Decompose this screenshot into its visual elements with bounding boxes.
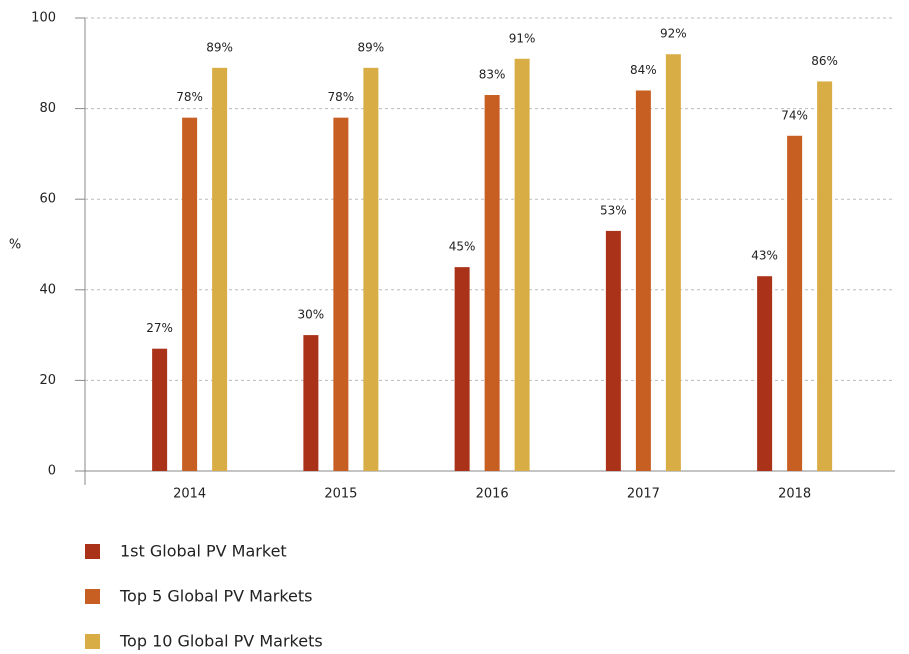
legend-label: 1st Global PV Market [120,542,287,561]
bar [665,54,681,472]
data-label: 84% [630,63,657,77]
bar [484,95,500,471]
data-label: 30% [298,308,325,322]
data-label: 83% [479,68,506,82]
x-tick-label: 2017 [627,487,660,502]
y-tick-label: 60 [39,192,56,207]
y-tick-label: 100 [31,11,56,26]
legend-swatch [85,634,100,649]
x-tick-label: 2014 [173,487,206,502]
bar [363,67,379,471]
bar [787,135,803,471]
data-label: 43% [751,249,778,263]
data-label: 89% [358,40,385,54]
x-tick-label: 2018 [778,487,811,502]
y-axis-label: % [9,238,21,253]
bar [817,81,833,472]
y-tick-label: 80 [39,101,56,116]
data-label: 91% [509,31,536,45]
data-label: 53% [600,203,627,217]
x-tick-label: 2016 [476,487,509,502]
x-tick-label: 2015 [324,487,357,502]
data-label: 86% [811,54,838,68]
bar [303,335,319,471]
data-label: 78% [328,90,355,104]
legend-swatch [85,589,100,604]
data-label: 92% [660,27,687,41]
data-label: 27% [146,321,173,335]
bar [333,117,349,471]
y-tick-label: 40 [39,282,56,297]
bar [605,230,621,471]
bar [152,348,168,471]
bar [635,90,651,471]
bar [757,276,773,471]
bar [212,67,228,471]
legend-label: Top 10 Global PV Markets [119,632,323,651]
data-label: 89% [206,40,233,54]
data-label: 74% [781,108,808,122]
data-label: 78% [176,90,203,104]
legend-label: Top 5 Global PV Markets [119,587,313,606]
data-label: 45% [449,240,476,254]
bar [514,58,530,472]
bar [182,117,198,471]
y-tick-label: 0 [48,464,56,479]
legend-swatch [85,544,100,559]
bar [454,267,470,471]
y-tick-label: 20 [39,373,56,388]
